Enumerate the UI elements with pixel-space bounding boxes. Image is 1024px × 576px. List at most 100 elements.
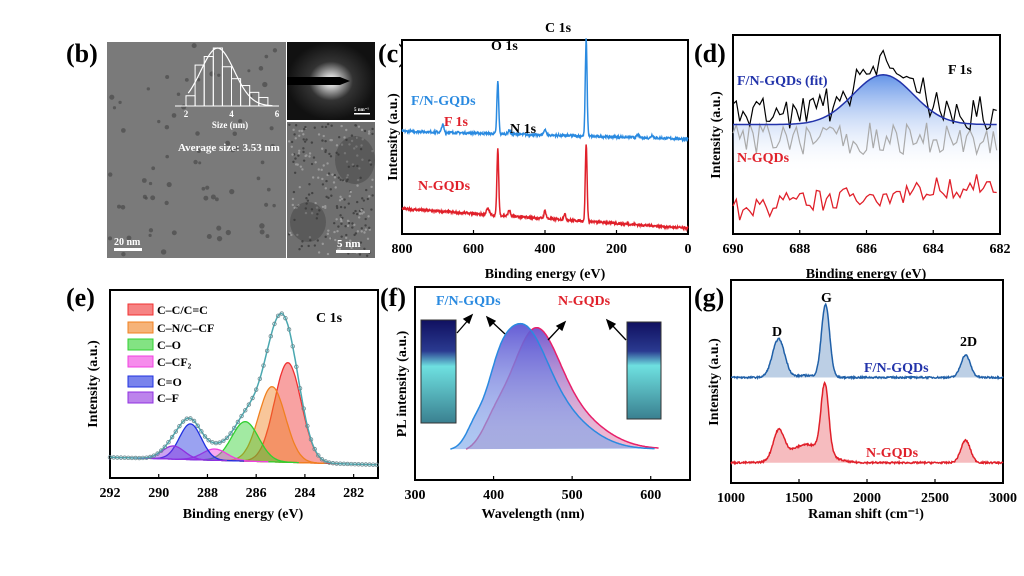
lattice-speck bbox=[360, 144, 363, 147]
nanoparticle bbox=[151, 166, 156, 171]
lattice-speck bbox=[304, 207, 308, 210]
lattice-speck bbox=[371, 194, 374, 197]
lattice-speck bbox=[325, 179, 328, 183]
legend-label: C–N/C–CF bbox=[157, 321, 214, 335]
plot-frame bbox=[109, 289, 379, 479]
lattice-texture bbox=[287, 122, 375, 257]
nanoparticle bbox=[109, 94, 115, 100]
x-tick-label: 286 bbox=[246, 486, 267, 501]
series-line-n-gqds bbox=[401, 144, 689, 233]
scalebar-main-label: 20 nm bbox=[114, 237, 141, 248]
lattice-speck bbox=[316, 239, 319, 242]
nanoparticle bbox=[259, 229, 265, 235]
panel-label-e: (e) bbox=[66, 283, 95, 312]
lattice-speck bbox=[326, 232, 330, 236]
lattice-speck bbox=[307, 193, 311, 196]
lattice-speck bbox=[338, 247, 342, 251]
x-tick-label: 2000 bbox=[853, 491, 881, 506]
c-ylabel: Intensity (a.u.) bbox=[386, 93, 401, 181]
lattice-speck bbox=[320, 147, 324, 150]
nanoparticle bbox=[121, 252, 126, 257]
raman-d-label: D bbox=[772, 325, 782, 340]
data-point bbox=[166, 439, 171, 445]
nanoparticle bbox=[184, 77, 189, 82]
lattice-speck bbox=[354, 209, 357, 213]
arrowhead-icon bbox=[462, 313, 474, 325]
x-tick-label: 3000 bbox=[989, 491, 1017, 506]
lattice-speck bbox=[314, 161, 317, 164]
lattice-speck bbox=[316, 212, 319, 216]
lattice-speck bbox=[348, 242, 352, 246]
lattice-speck bbox=[357, 216, 361, 219]
lattice-speck bbox=[327, 229, 330, 232]
lattice-speck bbox=[367, 215, 370, 218]
nanoparticle bbox=[164, 124, 170, 130]
nanoparticle bbox=[196, 149, 201, 154]
lattice-speck bbox=[313, 126, 316, 129]
lattice-speck bbox=[371, 149, 374, 153]
arrowhead-icon bbox=[555, 320, 567, 332]
data-point bbox=[206, 437, 211, 443]
nanoparticle bbox=[108, 172, 113, 177]
vial-n-photo bbox=[626, 321, 662, 420]
nanoparticle bbox=[165, 75, 170, 80]
data-point bbox=[158, 448, 164, 453]
lattice-speck bbox=[359, 241, 363, 244]
histogram-fit-curve bbox=[187, 47, 273, 107]
nanoparticle bbox=[150, 195, 156, 201]
data-point bbox=[301, 406, 306, 411]
lattice-speck bbox=[368, 195, 371, 198]
lattice-speck bbox=[300, 129, 304, 133]
nanoparticle bbox=[176, 92, 181, 97]
lattice-speck bbox=[348, 194, 351, 198]
lattice-speck bbox=[337, 176, 340, 179]
lattice-speck bbox=[368, 226, 371, 230]
fit-area bbox=[733, 74, 1000, 175]
data-point bbox=[253, 387, 259, 392]
data-point bbox=[243, 408, 248, 413]
lattice-speck bbox=[320, 168, 323, 172]
x-tick-label: 288 bbox=[197, 486, 218, 501]
lattice-speck bbox=[304, 211, 308, 215]
lattice-speck bbox=[305, 202, 308, 205]
lattice-speck bbox=[317, 251, 321, 254]
x-tick-label: 686 bbox=[856, 242, 877, 257]
lattice-speck bbox=[346, 219, 350, 223]
lattice-speck bbox=[339, 178, 342, 181]
lattice-speck bbox=[317, 176, 320, 179]
data-point bbox=[151, 453, 157, 458]
lattice-speck bbox=[341, 179, 345, 182]
data-point bbox=[286, 327, 292, 332]
legend-swatch bbox=[127, 303, 154, 316]
x-tick-label: 600 bbox=[463, 242, 484, 257]
lattice-speck bbox=[332, 181, 336, 184]
lattice-speck bbox=[351, 163, 355, 166]
lattice-speck bbox=[359, 147, 363, 151]
lattice-speck bbox=[334, 186, 337, 189]
lattice-speck bbox=[345, 128, 348, 132]
lattice-speck bbox=[328, 152, 331, 156]
d-title: F 1s bbox=[948, 63, 973, 78]
beam-stopper bbox=[287, 77, 350, 85]
series-line-fn-gqds bbox=[401, 38, 689, 143]
nanoparticle bbox=[260, 160, 265, 165]
lattice-speck bbox=[294, 157, 297, 160]
lattice-speck bbox=[287, 140, 291, 143]
nanoparticle bbox=[270, 143, 275, 149]
nanoparticle bbox=[262, 81, 268, 88]
n1s-annotation: N 1s bbox=[510, 122, 537, 137]
lattice-speck bbox=[296, 233, 299, 237]
lattice-speck bbox=[321, 205, 325, 209]
lattice-speck bbox=[368, 130, 371, 133]
lattice-speck bbox=[322, 164, 325, 167]
c-xlabel: Binding energy (eV) bbox=[485, 267, 606, 282]
x-tick-label: 600 bbox=[640, 488, 661, 503]
lattice-speck bbox=[353, 223, 356, 227]
lattice-speck bbox=[346, 178, 349, 181]
nanoparticles bbox=[107, 43, 278, 257]
lattice-speck bbox=[304, 125, 307, 129]
nanoparticle bbox=[230, 146, 236, 153]
lattice-speck bbox=[298, 185, 302, 189]
lattice-speck bbox=[340, 197, 344, 201]
data-point bbox=[232, 425, 237, 431]
